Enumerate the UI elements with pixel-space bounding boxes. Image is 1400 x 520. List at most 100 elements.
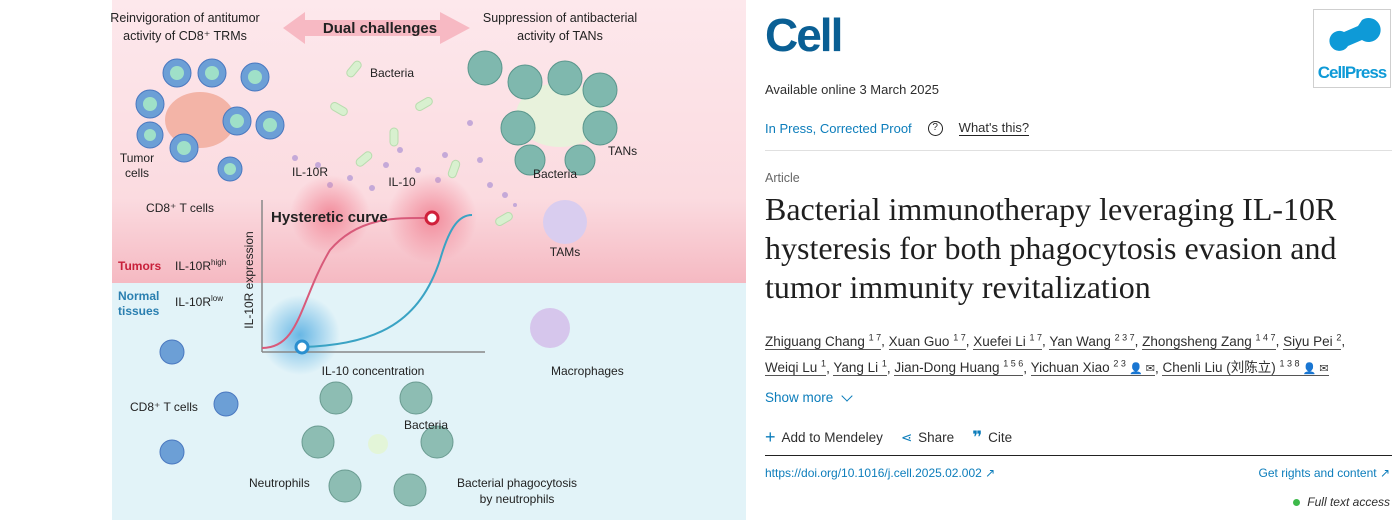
author-name: Yang Li xyxy=(833,360,879,375)
corresponding-author-icon: 👤 ✉ xyxy=(1125,363,1155,375)
affiliation: 1 7 xyxy=(868,332,882,342)
affiliation: 2 3 7 xyxy=(1114,332,1135,342)
cite-button[interactable]: ❞ Cite xyxy=(972,427,1013,447)
status-row: In Press, Corrected Proof ? What's this? xyxy=(765,120,1030,136)
high-curve xyxy=(261,216,433,349)
label: IL-10Rlow xyxy=(175,294,223,309)
author-link[interactable]: Jian-Dong Huang 1 5 6 xyxy=(894,358,1024,376)
bacteria xyxy=(330,60,513,226)
author-name: Chenli Liu (刘陈立) xyxy=(1162,360,1276,375)
author-name: Siyu Pei xyxy=(1283,333,1333,349)
label: activity of CD8⁺ TRMs xyxy=(123,29,247,43)
available-online: Available online 3 March 2025 xyxy=(765,82,939,97)
label: by neutrophils xyxy=(480,492,555,506)
author-name: Zhongsheng Zang xyxy=(1142,333,1252,349)
neutrophils xyxy=(301,381,454,507)
graphical-abstract: Reinvigoration of antitumor activity of … xyxy=(110,0,746,520)
share-icon: ⋖ xyxy=(900,429,913,445)
rights-link[interactable]: Get rights and content ↗ xyxy=(1258,466,1390,480)
label: cells xyxy=(125,166,149,180)
author-name: Jian-Dong Huang xyxy=(894,360,1000,375)
author-name: Xuefei Li xyxy=(973,333,1026,349)
external-link-icon: ↗ xyxy=(1379,466,1390,480)
affiliation: 2 xyxy=(1336,332,1342,342)
affiliation: 1 xyxy=(881,358,887,369)
doi-link[interactable]: https://doi.org/10.1016/j.cell.2025.02.0… xyxy=(765,466,996,480)
author-link[interactable]: Xuefei Li 1 7 xyxy=(973,332,1043,350)
affiliation: 1 3 8 xyxy=(1279,358,1300,369)
divider xyxy=(765,455,1392,456)
il10-molecules xyxy=(292,120,517,207)
label: TANs xyxy=(608,144,637,158)
label: Normal xyxy=(118,289,159,303)
macrophage xyxy=(530,308,570,348)
author-link[interactable]: Zhongsheng Zang 1 4 7 xyxy=(1142,332,1276,350)
label: Bacteria xyxy=(370,66,414,80)
label: Dual challenges xyxy=(323,20,437,37)
label: Suppression of antibacterial xyxy=(483,11,637,25)
chevron-down-icon xyxy=(841,390,853,402)
quote-icon: ❞ xyxy=(972,427,983,447)
author-link[interactable]: Xuan Guo 1 7 xyxy=(888,332,966,350)
author-link[interactable]: Siyu Pei 2 xyxy=(1283,332,1342,350)
affiliation: 1 7 xyxy=(1029,332,1043,342)
action-bar: + Add to Mendeley ⋖ Share ❞ Cite xyxy=(765,427,1012,448)
cellpress-icon xyxy=(1329,18,1381,51)
author-name: Zhiguang Chang xyxy=(765,333,865,349)
status-link[interactable]: In Press, Corrected Proof xyxy=(765,120,912,136)
share-button[interactable]: ⋖ Share xyxy=(900,429,955,446)
add-to-mendeley-button[interactable]: + Add to Mendeley xyxy=(765,427,883,447)
label: Bacteria xyxy=(533,167,577,181)
affiliation: 1 4 7 xyxy=(1255,332,1276,342)
author-link[interactable]: Chenli Liu (刘陈立) 1 3 8 👤 ✉ xyxy=(1162,358,1329,376)
author-name: Yichuan Xiao xyxy=(1030,360,1110,375)
low-curve xyxy=(301,214,473,348)
label: IL-10R xyxy=(292,165,328,179)
author-list: Zhiguang Chang 1 7, Xuan Guo 1 7, Xuefei… xyxy=(765,332,1346,376)
whats-this-link[interactable]: What's this? xyxy=(958,120,1030,136)
external-link-icon: ↗ xyxy=(985,466,996,480)
affiliation: 1 xyxy=(821,358,827,369)
author-name: Yan Wang xyxy=(1049,333,1111,349)
author-name: Xuan Guo xyxy=(888,333,950,349)
access-dot-icon xyxy=(1293,499,1301,506)
label: CD8⁺ T cells xyxy=(130,400,198,414)
author-link[interactable]: Yan Wang 2 3 7 xyxy=(1049,332,1135,350)
author-name: Weiqi Lu xyxy=(765,360,818,375)
author-link[interactable]: Yang Li 1 xyxy=(833,358,887,376)
label: tissues xyxy=(118,304,160,318)
author-link[interactable]: Zhiguang Chang 1 7 xyxy=(765,332,882,350)
label: Bacterial phagocytosis xyxy=(457,476,577,490)
show-more-button[interactable]: Show more xyxy=(765,390,853,405)
article-type: Article xyxy=(765,171,800,185)
cellpress-logo[interactable]: CellPress xyxy=(1313,9,1391,88)
author-link[interactable]: Yichuan Xiao 2 3 👤 ✉ xyxy=(1030,358,1155,376)
article-title: Bacterial immunotherapy leveraging IL-10… xyxy=(765,191,1337,305)
affiliation: 2 3 xyxy=(1113,358,1126,369)
affiliation: 1 5 6 xyxy=(1003,358,1024,369)
affiliation: 1 7 xyxy=(953,332,966,342)
label: activity of TANs xyxy=(517,29,603,43)
access-status: Full text access xyxy=(1293,495,1390,509)
label: Reinvigoration of antitumor xyxy=(110,11,259,25)
label: Neutrophils xyxy=(249,476,310,490)
label: Tumor xyxy=(120,151,154,165)
label: CD8⁺ T cells xyxy=(146,201,214,215)
divider xyxy=(765,150,1392,151)
label: Hysteretic curve xyxy=(271,209,388,226)
help-icon[interactable]: ? xyxy=(927,120,943,136)
cd8-cells xyxy=(159,339,239,465)
dual-arrow xyxy=(283,12,470,44)
corresponding-author-icon: 👤 ✉ xyxy=(1299,363,1329,375)
axis-label: IL-10R expression xyxy=(242,231,256,328)
tumor-cluster xyxy=(135,58,285,182)
plus-icon: + xyxy=(765,427,776,447)
axis-label: IL-10 concentration xyxy=(322,364,425,378)
author-link[interactable]: Weiqi Lu 1 xyxy=(765,358,827,376)
tam-cell xyxy=(543,200,587,244)
hysteresis-plot xyxy=(261,200,485,355)
label: Macrophages xyxy=(551,364,624,378)
label: Tumors xyxy=(118,259,161,273)
cell-logo[interactable]: Cell xyxy=(765,9,843,61)
label: TAMs xyxy=(550,245,580,259)
